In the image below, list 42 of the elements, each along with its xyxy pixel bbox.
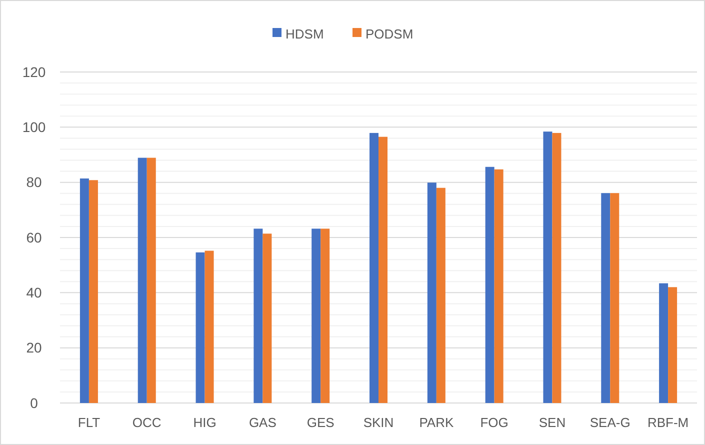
- x-tick-label: GES: [306, 415, 335, 430]
- x-tick-label: PARK: [419, 415, 454, 430]
- bar: [668, 287, 678, 403]
- bar: [320, 228, 330, 403]
- bar: [370, 132, 378, 403]
- bar: [146, 158, 156, 403]
- bar: [601, 193, 610, 403]
- x-tick-label: SEN: [538, 415, 566, 430]
- legend-label: HDSM: [286, 26, 324, 42]
- bar: [494, 169, 504, 403]
- x-tick-label: SKIN: [363, 415, 394, 430]
- bar: [659, 283, 668, 403]
- bar: [485, 166, 494, 403]
- bar: [196, 252, 205, 403]
- bar: [80, 178, 89, 403]
- y-tick-label: 40: [26, 284, 42, 301]
- x-tick-label: OCC: [132, 415, 162, 430]
- y-tick-label: 80: [26, 174, 42, 190]
- legend-label: PODSM: [366, 26, 414, 42]
- bar: [138, 158, 147, 403]
- bar: [262, 234, 272, 403]
- x-tick-label: HIG: [193, 415, 216, 430]
- bar: [204, 250, 214, 403]
- y-tick-label: 20: [26, 340, 42, 356]
- y-tick-label: 60: [26, 229, 42, 246]
- x-tick-label: FLT: [78, 415, 100, 430]
- bar: [312, 228, 321, 403]
- x-tick-label: FOG: [480, 415, 508, 430]
- x-tick-label: GAS: [248, 415, 277, 430]
- bar: [378, 136, 388, 403]
- y-tick-label: 120: [22, 64, 46, 80]
- y-tick-label: 0: [30, 394, 38, 411]
- bar: [436, 188, 446, 403]
- x-tick-label: SEA-G: [590, 415, 630, 430]
- bar: [552, 132, 562, 403]
- bar: [254, 228, 263, 403]
- bar: [543, 132, 552, 403]
- bar: [427, 182, 436, 403]
- bar: [88, 180, 98, 403]
- y-tick-label: 100: [22, 119, 46, 136]
- bar: [610, 193, 620, 403]
- x-tick-label: RBF-M: [647, 415, 689, 430]
